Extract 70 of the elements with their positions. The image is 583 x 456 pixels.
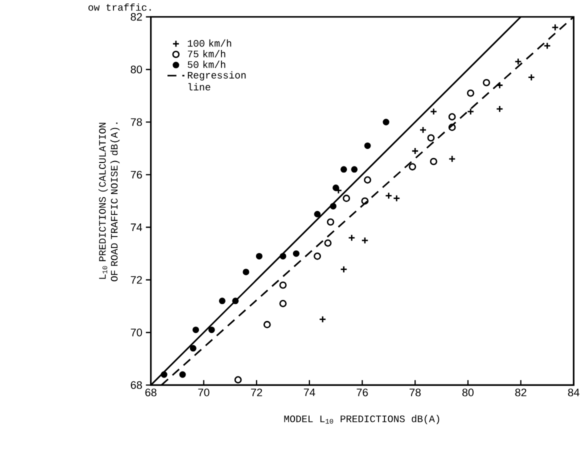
- point: [190, 345, 196, 352]
- point: [466, 108, 474, 116]
- y-tick-label: 74: [130, 224, 142, 232]
- point: [192, 326, 200, 334]
- y-tick-label: 72: [130, 276, 142, 284]
- point: [448, 155, 456, 163]
- point: [364, 142, 371, 150]
- x-tick-label: 70: [198, 388, 210, 396]
- y-tick-label: 68: [130, 381, 142, 390]
- point: [318, 316, 326, 324]
- point: [292, 250, 300, 258]
- legend-label: 50 km/h: [188, 60, 226, 68]
- point: [324, 240, 332, 247]
- x-tick-label: 82: [515, 388, 526, 396]
- point: [332, 184, 340, 192]
- point: [514, 58, 522, 66]
- point: [279, 300, 287, 308]
- x-tick-label: 68: [145, 388, 156, 396]
- point: [364, 176, 372, 184]
- point: [234, 376, 242, 384]
- point: [528, 74, 536, 82]
- y-tick-label: 82: [130, 13, 142, 21]
- point: [208, 326, 215, 334]
- point: [314, 211, 321, 218]
- point: [466, 90, 474, 98]
- point: [330, 203, 336, 210]
- y-tick-label: 80: [130, 66, 142, 74]
- y-tick-label: 70: [130, 328, 142, 337]
- point: [430, 158, 438, 166]
- x-tick-label: 80: [462, 388, 474, 396]
- point: [361, 236, 369, 244]
- x-tick-label: 72: [251, 388, 262, 396]
- point: [419, 126, 427, 134]
- point: [411, 148, 419, 155]
- point: [392, 194, 400, 202]
- point: [279, 282, 287, 290]
- y-tick-label: 76: [130, 171, 142, 179]
- point: [179, 372, 186, 378]
- legend-label: Regression line: [188, 72, 246, 91]
- point: [218, 298, 226, 304]
- legend-label: 75 km/h: [188, 50, 226, 58]
- point: [448, 113, 456, 121]
- point: [342, 194, 350, 202]
- point: [280, 253, 286, 260]
- point: [314, 252, 321, 260]
- x-axis-title: MODEL L$_{10}$ PREDICTIONS dB(A): [284, 415, 440, 424]
- point: [326, 218, 334, 226]
- legend-label: 100 km/h: [188, 40, 232, 47]
- point: [408, 163, 416, 171]
- point: [340, 166, 348, 173]
- point: [263, 321, 271, 328]
- point: [427, 134, 435, 142]
- point: [448, 124, 456, 132]
- point: [351, 166, 358, 173]
- text: ow traffic.: [88, 4, 151, 11]
- point: [256, 253, 262, 260]
- x-tick-label: 78: [410, 388, 421, 396]
- point: [430, 108, 438, 116]
- point: [482, 79, 490, 86]
- x-tick-label: 84: [568, 388, 580, 396]
- y-tick-label: 78: [130, 118, 142, 126]
- point: [232, 298, 239, 304]
- point: [242, 268, 250, 276]
- point: [382, 119, 390, 126]
- point: [496, 105, 504, 113]
- point: [361, 198, 369, 205]
- point: [160, 372, 168, 378]
- x-tick-label: 76: [356, 388, 368, 396]
- x-tick-label: 74: [304, 388, 316, 396]
- point: [552, 24, 559, 32]
